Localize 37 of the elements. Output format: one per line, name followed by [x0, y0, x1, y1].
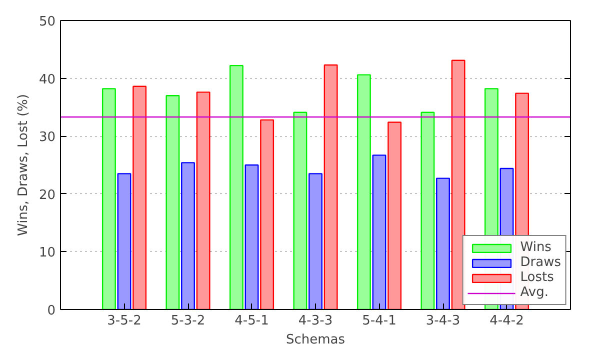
x-tick-label: 4-3-3 — [298, 314, 333, 328]
bar — [451, 60, 466, 310]
legend-label: Avg. — [520, 285, 548, 300]
x-axis-title: Schemas — [286, 332, 346, 348]
y-tick-label: 50 — [38, 14, 56, 30]
y-tick-label: 0 — [47, 304, 56, 318]
x-tick-label: 4-4-2 — [490, 314, 524, 328]
bar — [117, 173, 132, 310]
bar — [196, 92, 210, 310]
x-tick-label: 3-4-3 — [426, 314, 460, 328]
bar — [324, 64, 338, 310]
legend-label: Draws — [520, 255, 561, 270]
x-tick-label: 3-5-2 — [107, 314, 142, 328]
y-tick-label: 10 — [38, 246, 56, 261]
x-tick-label: 5-4-1 — [362, 314, 396, 328]
y-tick-label: 30 — [38, 130, 56, 146]
bar — [229, 64, 244, 310]
bar — [260, 119, 274, 310]
bar — [181, 162, 195, 310]
bar — [102, 88, 116, 310]
x-tick-label: 4-5-1 — [234, 314, 269, 328]
y-tick-label: 40 — [38, 72, 56, 88]
x-tick-label: 5-3-2 — [170, 314, 206, 328]
bar — [388, 122, 402, 310]
y-axis-title: Wins, Draws, Lost (%) — [16, 94, 31, 236]
legend-label: Losts — [520, 270, 554, 285]
bar — [356, 74, 371, 310]
bar — [308, 173, 322, 310]
bar — [372, 154, 386, 310]
bar — [293, 112, 308, 310]
y-tick-label: 20 — [38, 188, 56, 203]
bar — [166, 95, 180, 310]
bar — [244, 164, 259, 310]
bar — [420, 112, 435, 310]
bar — [132, 86, 147, 310]
bar — [436, 178, 450, 310]
legend-label: Wins — [520, 240, 552, 255]
